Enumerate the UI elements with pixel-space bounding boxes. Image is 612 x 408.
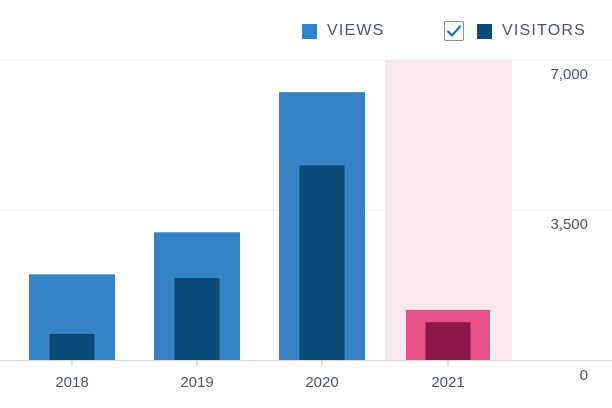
legend-views[interactable]: VIEWS: [302, 20, 385, 42]
x-tick-label-2021: 2021: [431, 374, 464, 391]
legend-views-label: VIEWS: [327, 22, 385, 39]
x-tick-label-2018: 2018: [55, 374, 88, 391]
bar-visitors-2018[interactable]: [49, 333, 95, 360]
legend-visitors[interactable]: VISITORS: [444, 20, 586, 42]
bar-visitors-2019[interactable]: [174, 278, 220, 360]
visitors-swatch: [477, 23, 492, 39]
views-swatch: [302, 23, 317, 39]
chart-legend: VIEWS VISITORS: [0, 0, 612, 62]
y-tick-label-3,500: 3,500: [550, 216, 588, 233]
legend-visitors-label: VISITORS: [502, 22, 586, 39]
visitors-toggle-checkbox[interactable]: [444, 21, 464, 41]
bar-visitors-2020[interactable]: [299, 165, 345, 360]
y-tick-label-7,000: 7,000: [550, 66, 588, 83]
checkmark-icon: [446, 25, 462, 37]
bar-visitors-2021[interactable]: [425, 322, 471, 360]
y-tick-label-0: 0: [580, 367, 588, 384]
x-tick-label-2019: 2019: [180, 374, 213, 391]
x-tick-label-2020: 2020: [305, 374, 338, 391]
